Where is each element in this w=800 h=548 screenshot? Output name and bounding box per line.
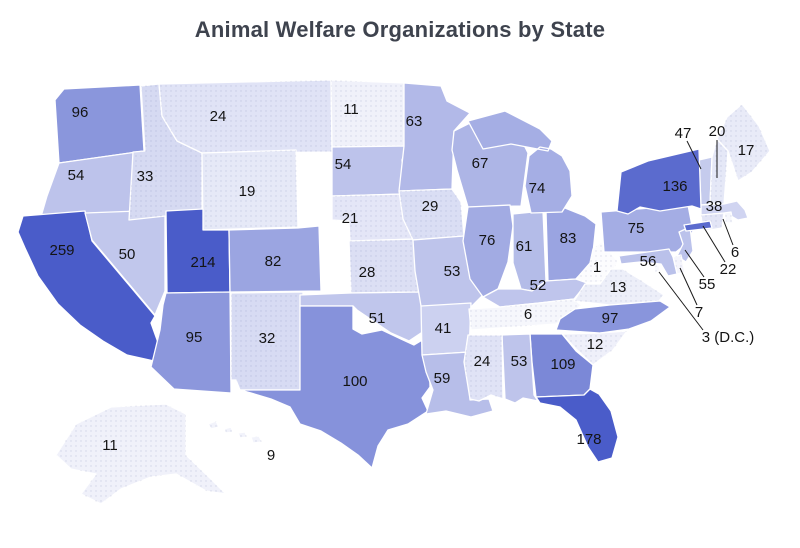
state-hi[interactable] bbox=[207, 420, 263, 444]
state-value-pa: 75 bbox=[628, 220, 645, 237]
state-value-la: 59 bbox=[434, 370, 451, 387]
state-mi[interactable] bbox=[467, 110, 573, 214]
state-value-ne: 21 bbox=[342, 210, 359, 227]
state-value-mo: 53 bbox=[444, 263, 461, 280]
state-value-tx: 100 bbox=[342, 373, 367, 390]
state-pa[interactable] bbox=[600, 204, 694, 253]
state-ny[interactable] bbox=[616, 148, 713, 232]
state-value-fl: 178 bbox=[576, 431, 601, 448]
state-value-nj: 55 bbox=[699, 276, 716, 293]
state-value-ky: 52 bbox=[530, 277, 547, 294]
state-mt[interactable] bbox=[158, 79, 333, 154]
state-az[interactable] bbox=[150, 291, 232, 394]
state-value-ca: 259 bbox=[49, 242, 74, 259]
state-wa[interactable] bbox=[54, 84, 145, 164]
state-value-wi: 67 bbox=[472, 155, 489, 172]
state-value-mn: 63 bbox=[406, 113, 423, 130]
state-value-id: 33 bbox=[137, 168, 154, 185]
state-ak[interactable] bbox=[55, 403, 227, 505]
state-value-dc: 3 (D.C.) bbox=[702, 329, 755, 346]
state-value-ia: 29 bbox=[422, 198, 439, 215]
state-value-hi: 9 bbox=[267, 447, 275, 464]
state-co[interactable] bbox=[228, 225, 322, 293]
state-value-wa: 96 bbox=[72, 104, 89, 121]
state-value-al: 53 bbox=[511, 353, 528, 370]
callout-line-vt bbox=[686, 140, 702, 170]
state-value-me: 17 bbox=[738, 142, 755, 159]
state-value-sc: 12 bbox=[587, 336, 604, 353]
state-value-ks: 28 bbox=[359, 264, 376, 281]
state-md[interactable] bbox=[618, 248, 678, 277]
state-al[interactable] bbox=[501, 333, 539, 404]
state-value-or: 54 bbox=[68, 167, 85, 184]
state-value-ar: 41 bbox=[435, 320, 452, 337]
state-value-nm: 32 bbox=[259, 330, 276, 347]
callout-line-dc bbox=[658, 271, 704, 331]
state-value-wy: 19 bbox=[239, 183, 256, 200]
state-value-az: 95 bbox=[186, 329, 203, 346]
state-value-ny: 136 bbox=[662, 178, 687, 195]
state-value-ct: 22 bbox=[720, 261, 737, 278]
state-value-ms: 24 bbox=[474, 353, 491, 370]
state-value-nc: 97 bbox=[602, 310, 619, 327]
state-value-nv: 50 bbox=[119, 246, 136, 263]
state-value-ok: 51 bbox=[369, 310, 386, 327]
state-value-md: 56 bbox=[640, 253, 657, 270]
state-value-ri: 6 bbox=[731, 244, 739, 261]
state-value-mi: 74 bbox=[529, 180, 546, 197]
state-tx[interactable] bbox=[239, 305, 431, 469]
state-value-in: 61 bbox=[516, 238, 533, 255]
state-value-oh: 83 bbox=[560, 230, 577, 247]
state-ri[interactable] bbox=[723, 211, 734, 224]
state-value-ut: 214 bbox=[190, 254, 215, 271]
state-value-mt: 24 bbox=[210, 108, 227, 125]
callout-line-de bbox=[679, 267, 698, 306]
state-value-de: 7 bbox=[695, 304, 703, 321]
state-value-wv: 1 bbox=[593, 259, 601, 276]
state-value-ga: 109 bbox=[550, 356, 575, 373]
states-layer bbox=[17, 79, 771, 505]
callout-line-ct bbox=[702, 225, 726, 263]
state-value-nh: 20 bbox=[709, 123, 726, 140]
state-value-co: 82 bbox=[265, 253, 282, 270]
callout-layer bbox=[658, 140, 734, 331]
state-value-sd: 54 bbox=[335, 156, 352, 173]
state-value-tn: 6 bbox=[524, 306, 532, 323]
callout-line-nj bbox=[684, 249, 705, 278]
state-value-nd: 11 bbox=[343, 101, 359, 118]
state-value-ak: 11 bbox=[102, 437, 118, 454]
state-value-vt: 47 bbox=[675, 125, 692, 142]
callout-line-ri bbox=[722, 218, 734, 246]
state-value-ma: 38 bbox=[706, 198, 723, 215]
state-value-il: 76 bbox=[479, 232, 496, 249]
state-fl[interactable] bbox=[535, 388, 619, 463]
state-value-va: 13 bbox=[610, 279, 627, 296]
chart-title: Animal Welfare Organizations by State bbox=[194, 17, 606, 42]
